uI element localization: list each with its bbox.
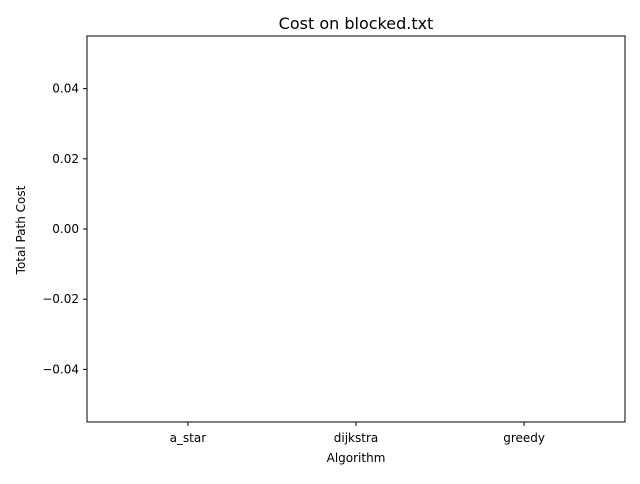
x-tick-label: dijkstra <box>334 431 378 445</box>
y-axis-ticks: −0.04 −0.02 0.00 0.02 0.04 <box>42 82 87 376</box>
y-tick-label: 0.02 <box>52 152 79 166</box>
x-axis-label: Algorithm <box>327 451 386 465</box>
x-axis-ticks: a_star dijkstra greedy <box>170 422 545 445</box>
y-tick-label: 0.00 <box>52 222 79 236</box>
plot-area-frame <box>86 35 626 423</box>
y-tick-label: −0.04 <box>42 362 79 376</box>
y-tick-label: 0.04 <box>52 82 79 96</box>
chart-title: Cost on blocked.txt <box>279 14 434 33</box>
x-tick-label: a_star <box>170 431 207 445</box>
x-tick-label: greedy <box>503 431 545 445</box>
y-axis-label: Total Path Cost <box>14 185 28 275</box>
y-tick-label: −0.02 <box>42 292 79 306</box>
